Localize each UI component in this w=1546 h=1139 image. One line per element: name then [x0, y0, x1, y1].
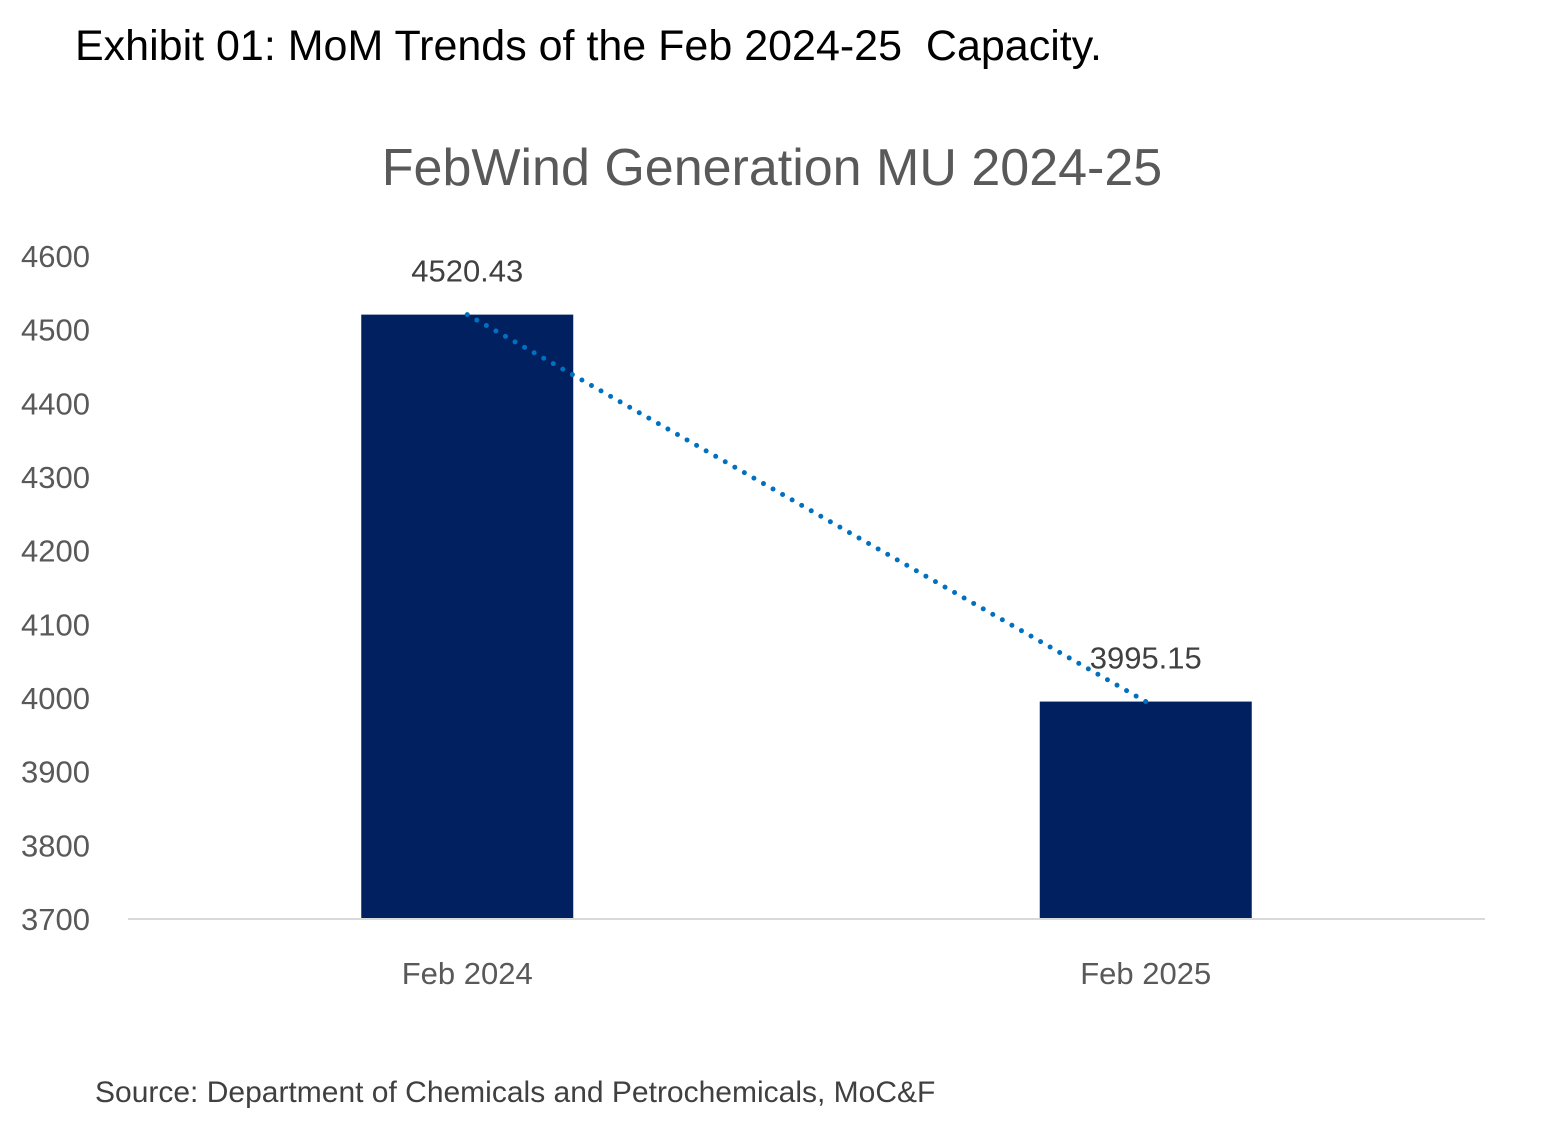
y-tick-label: 4200	[21, 534, 90, 569]
chart-title: FebWind Generation MU 2024-25	[382, 139, 1162, 197]
bar	[1039, 701, 1252, 919]
y-tick-label: 4600	[21, 239, 90, 274]
source-note: Source: Department of Chemicals and Petr…	[95, 1076, 936, 1109]
exhibit-title: Exhibit 01: MoM Trends of the Feb 2024-2…	[75, 22, 1102, 70]
y-tick-label: 3900	[21, 755, 90, 790]
y-tick-label: 4500	[21, 313, 90, 348]
y-tick-label: 4300	[21, 460, 90, 495]
bar	[361, 314, 574, 919]
y-tick-label: 3800	[21, 828, 90, 863]
data-label: 3995.15	[1090, 641, 1202, 676]
x-tick-label: Feb 2025	[1080, 956, 1211, 991]
x-tick-label: Feb 2024	[402, 956, 533, 991]
y-tick-label: 4100	[21, 607, 90, 642]
y-tick-label: 4000	[21, 681, 90, 716]
y-tick-label: 3700	[21, 902, 90, 937]
data-label: 4520.43	[411, 254, 523, 289]
trendline	[464, 312, 1149, 705]
y-tick-label: 4400	[21, 386, 90, 421]
